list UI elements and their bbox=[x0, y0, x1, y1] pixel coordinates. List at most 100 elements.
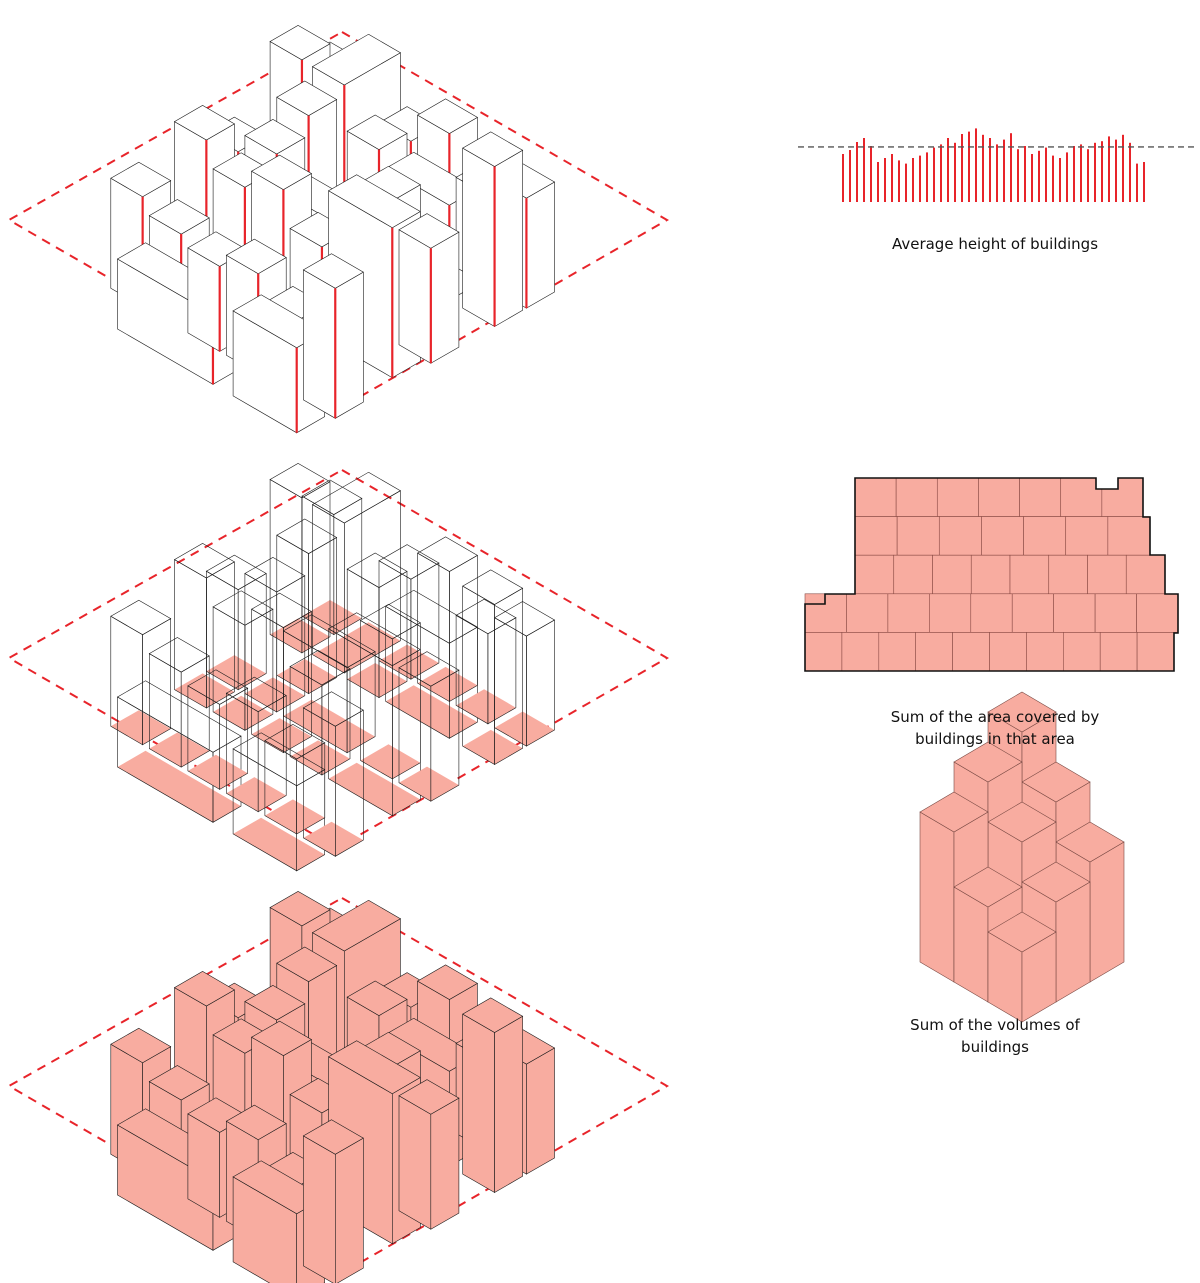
building-face-right bbox=[334, 1137, 364, 1283]
building-footprint bbox=[385, 685, 478, 739]
volume-face-top bbox=[1021, 861, 1091, 903]
building-face-left bbox=[303, 1135, 336, 1283]
building-roof bbox=[173, 105, 235, 141]
building-footprint bbox=[264, 799, 325, 834]
footprint-cell bbox=[978, 477, 1020, 517]
building-roof bbox=[269, 25, 331, 61]
building-footprint bbox=[360, 744, 421, 779]
building-footprint bbox=[462, 729, 523, 765]
footprint-cell bbox=[981, 516, 1024, 556]
footprint-cell bbox=[1136, 632, 1175, 672]
caption-covered-area: Sum of the area covered by buildings in … bbox=[840, 706, 1150, 750]
building-roof bbox=[110, 161, 172, 198]
building-footprint bbox=[399, 766, 459, 802]
footprint-cell bbox=[1053, 593, 1096, 633]
building-10 bbox=[462, 569, 524, 766]
building-roof bbox=[417, 536, 478, 572]
building-roof bbox=[148, 1065, 210, 1101]
building-4 bbox=[455, 598, 517, 725]
building-footprint bbox=[251, 718, 312, 753]
footprint-cell bbox=[887, 593, 930, 633]
building-face-right bbox=[526, 181, 555, 309]
building-roof bbox=[346, 980, 408, 1016]
building-footprint bbox=[302, 600, 362, 635]
building-face-left bbox=[303, 269, 336, 419]
footprint-cell bbox=[1009, 554, 1050, 595]
building-26 bbox=[302, 1119, 364, 1283]
footprint-cell bbox=[936, 477, 979, 517]
building-roof bbox=[173, 543, 235, 579]
panel-building-heights bbox=[6, 25, 670, 434]
building-26 bbox=[302, 691, 364, 857]
building-roof bbox=[398, 651, 460, 687]
volume-face-top bbox=[1055, 821, 1125, 863]
building-roof bbox=[311, 471, 402, 524]
footprint-cell bbox=[1060, 477, 1103, 517]
building-18 bbox=[250, 592, 313, 754]
volume-face-top bbox=[953, 741, 1023, 783]
footprint-cell bbox=[1087, 554, 1127, 595]
average-height-chart bbox=[798, 128, 1196, 202]
footprint-cell bbox=[1065, 516, 1109, 556]
building-footprint bbox=[456, 689, 516, 724]
footprint-cell bbox=[1094, 593, 1137, 633]
building-footprint bbox=[303, 821, 364, 857]
footprint-notch bbox=[1096, 477, 1118, 489]
footprint-cell bbox=[1063, 632, 1101, 672]
footprint-cell bbox=[1023, 516, 1067, 556]
caption-average-height: Average height of buildings bbox=[840, 233, 1150, 255]
building-roof bbox=[385, 1017, 479, 1072]
footprint-cell bbox=[854, 516, 898, 556]
building-face-left bbox=[398, 229, 432, 364]
footprint-cell bbox=[896, 516, 940, 556]
caption-volume-sum-line1: Sum of the volumes of bbox=[910, 1016, 1080, 1034]
building-5 bbox=[494, 601, 556, 747]
caption-covered-area-line2: buildings in that area bbox=[915, 730, 1075, 748]
building-roof bbox=[346, 552, 408, 588]
volume-block-8 bbox=[987, 911, 1057, 1023]
building-roof bbox=[110, 599, 172, 636]
volume-face-top bbox=[987, 801, 1057, 843]
building-roof bbox=[385, 589, 479, 644]
building-roof bbox=[417, 964, 478, 1000]
footprint-cell bbox=[932, 554, 972, 595]
building-face-left bbox=[462, 147, 495, 328]
building-roof bbox=[225, 1104, 287, 1141]
building-9 bbox=[385, 589, 479, 739]
footprint-cell bbox=[854, 477, 897, 517]
building-roof bbox=[494, 601, 556, 637]
footprint-cell bbox=[1026, 632, 1064, 672]
building-roof bbox=[455, 598, 517, 635]
footprint-cell bbox=[929, 593, 972, 633]
footprint-cell bbox=[1011, 593, 1054, 633]
footprint-cell bbox=[878, 632, 916, 672]
building-roof bbox=[398, 1079, 460, 1115]
building-roof bbox=[311, 33, 402, 86]
building-footprint bbox=[233, 817, 325, 871]
volume-face-top bbox=[953, 866, 1023, 908]
building-roof bbox=[327, 1040, 421, 1095]
building-roof bbox=[212, 590, 274, 626]
panel-building-volumes bbox=[6, 891, 670, 1283]
caption-volume-sum: Sum of the volumes of buildings bbox=[860, 1014, 1130, 1058]
footprint-cell bbox=[1048, 554, 1088, 595]
building-roof bbox=[244, 985, 306, 1021]
building-roof bbox=[269, 891, 331, 927]
building-footprint bbox=[270, 618, 330, 653]
building-8 bbox=[346, 552, 408, 699]
footprint-cell bbox=[938, 516, 982, 556]
building-footprint bbox=[110, 710, 171, 745]
building-roof bbox=[462, 997, 524, 1033]
footprint-cell bbox=[1099, 632, 1138, 672]
building-16 bbox=[173, 543, 235, 709]
building-21 bbox=[110, 599, 172, 746]
building-roof bbox=[116, 680, 242, 753]
footprint-cell bbox=[854, 554, 895, 595]
building-roof bbox=[276, 518, 338, 554]
footprint-cell bbox=[915, 632, 953, 672]
building-roof bbox=[173, 971, 235, 1007]
building-face-right bbox=[430, 1097, 460, 1230]
building-roof bbox=[302, 1119, 364, 1155]
building-1 bbox=[311, 471, 402, 674]
building-27 bbox=[116, 680, 242, 823]
